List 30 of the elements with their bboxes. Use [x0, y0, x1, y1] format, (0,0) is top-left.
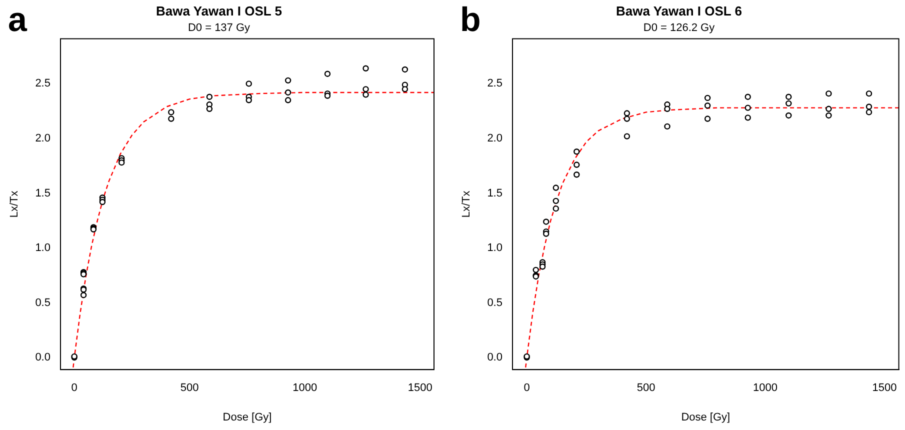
- chart-title: Bawa Yawan I OSL 5: [156, 3, 282, 18]
- y-tick-label: 0.0: [35, 352, 50, 364]
- chart-title: Bawa Yawan I OSL 6: [616, 3, 742, 18]
- x-tick-label: 0: [71, 382, 78, 394]
- x-tick-label: 500: [636, 382, 656, 394]
- y-tick-label: 1.0: [487, 242, 502, 254]
- y-tick-label: 1.5: [35, 187, 50, 200]
- y-tick-label: 2.5: [35, 78, 50, 90]
- text: a: [8, 0, 27, 40]
- y-axis-title: Lx/Tx: [8, 190, 21, 218]
- chart-subtitle: D0 = 126.2 Gy: [643, 22, 716, 34]
- y-tick-label: 0.0: [487, 352, 502, 364]
- y-tick-label: 2.0: [35, 132, 50, 145]
- y-tick-label: 1.0: [35, 242, 50, 254]
- y-axis-title: Lx/Tx: [460, 190, 473, 218]
- x-tick-label: 0: [524, 382, 530, 394]
- y-tick-label: 1.5: [487, 187, 502, 200]
- x-tick-label: 1500: [408, 382, 432, 394]
- chart-subtitle: D0 = 137 Gy: [188, 22, 251, 34]
- y-tick-label: 0.5: [487, 296, 502, 309]
- y-tick-label: 2.5: [487, 78, 502, 90]
- y-tick-label: 2.0: [487, 132, 502, 145]
- x-tick-label: 1500: [872, 382, 897, 394]
- x-tick-label: 500: [180, 382, 199, 394]
- text: b: [460, 0, 481, 40]
- x-tick-label: 1000: [753, 382, 778, 394]
- y-tick-label: 0.5: [35, 296, 50, 309]
- x-axis-title: Dose [Gy]: [681, 411, 730, 424]
- x-tick-label: 1000: [292, 382, 318, 394]
- x-axis-title: Dose [Gy]: [222, 411, 272, 424]
